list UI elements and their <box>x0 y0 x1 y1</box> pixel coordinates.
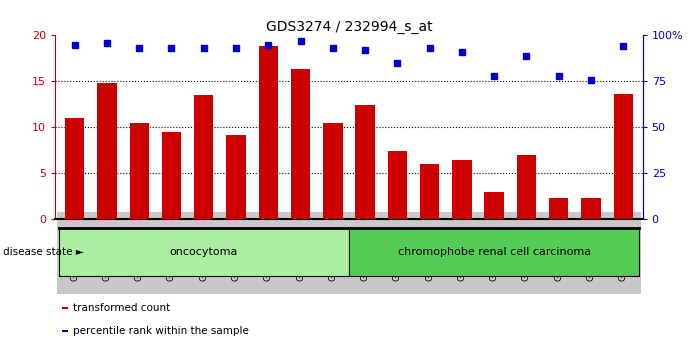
FancyBboxPatch shape <box>62 330 68 332</box>
Bar <box>420 164 439 219</box>
Bar <box>258 46 278 219</box>
Bar <box>452 160 471 219</box>
Bar <box>581 198 600 219</box>
Title: GDS3274 / 232994_s_at: GDS3274 / 232994_s_at <box>265 21 433 34</box>
Bar <box>65 118 84 219</box>
Bar <box>614 94 633 219</box>
Bar <box>129 123 149 219</box>
FancyBboxPatch shape <box>59 228 349 276</box>
Bar <box>388 152 407 219</box>
FancyBboxPatch shape <box>62 307 68 309</box>
Bar <box>323 123 343 219</box>
FancyBboxPatch shape <box>349 228 639 276</box>
Text: oncocytoma: oncocytoma <box>169 247 238 257</box>
Bar <box>549 198 569 219</box>
Bar <box>484 192 504 219</box>
Bar <box>97 83 117 219</box>
Bar <box>227 135 246 219</box>
Text: chromophobe renal cell carcinoma: chromophobe renal cell carcinoma <box>397 247 591 257</box>
Bar <box>291 69 310 219</box>
Bar <box>517 155 536 219</box>
Bar <box>194 95 214 219</box>
Text: disease state ►: disease state ► <box>3 247 84 257</box>
Text: transformed count: transformed count <box>73 303 171 313</box>
Text: percentile rank within the sample: percentile rank within the sample <box>73 326 249 336</box>
Bar <box>355 105 375 219</box>
Bar <box>162 132 181 219</box>
